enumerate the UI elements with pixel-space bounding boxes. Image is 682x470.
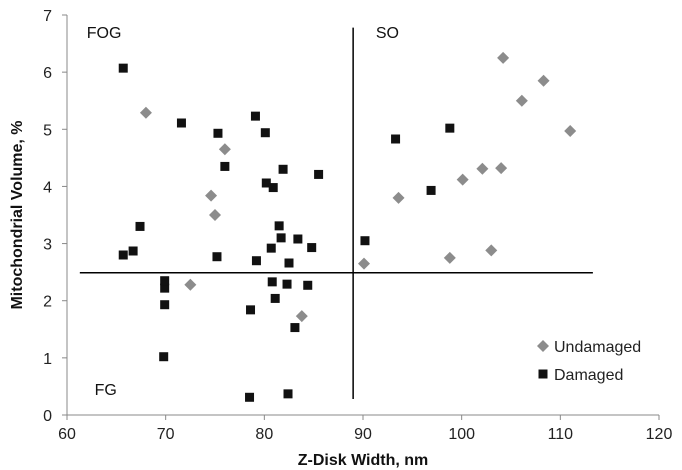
data-point-damaged bbox=[268, 183, 278, 193]
data-point-damaged bbox=[290, 323, 300, 333]
data-point-damaged bbox=[307, 243, 317, 253]
data-point-damaged bbox=[274, 221, 284, 231]
data-point-damaged bbox=[261, 178, 271, 188]
data-point-damaged bbox=[160, 276, 170, 286]
data-point-undamaged bbox=[476, 162, 489, 175]
x-tick-label: 90 bbox=[354, 426, 372, 443]
quadrant-label-fog: FOG bbox=[87, 25, 122, 42]
y-tick-label: 4 bbox=[43, 179, 52, 196]
y-tick-label: 0 bbox=[43, 408, 52, 425]
data-point-damaged bbox=[276, 233, 286, 243]
data-point-undamaged bbox=[495, 162, 508, 175]
data-point-undamaged bbox=[184, 278, 197, 291]
data-point-damaged bbox=[314, 169, 324, 179]
data-point-damaged bbox=[284, 258, 294, 268]
legend-item-undamaged: Undamaged bbox=[537, 339, 641, 356]
y-tick-label: 5 bbox=[43, 122, 52, 139]
data-point-damaged bbox=[213, 128, 223, 138]
x-axis-ticks: 60 70 80 90 100 110 120 bbox=[58, 415, 672, 443]
quadrant-dividers bbox=[79, 27, 593, 399]
y-tick-label: 2 bbox=[43, 294, 52, 311]
legend: Undamaged Damaged bbox=[537, 339, 641, 384]
data-point-damaged bbox=[220, 161, 230, 171]
quadrant-label-so: SO bbox=[376, 25, 399, 42]
data-point-undamaged bbox=[357, 257, 370, 270]
data-point-undamaged bbox=[218, 143, 231, 156]
legend-marker-undamaged-diamond bbox=[537, 340, 549, 352]
data-point-damaged bbox=[303, 280, 313, 290]
data-point-damaged bbox=[278, 164, 288, 174]
quadrant-labels: FOG SO FG bbox=[87, 25, 399, 399]
data-point-damaged bbox=[251, 256, 261, 266]
x-tick-label: 110 bbox=[548, 426, 574, 443]
x-tick-label: 100 bbox=[448, 426, 475, 443]
data-point-damaged bbox=[293, 234, 303, 244]
data-point-damaged bbox=[267, 277, 277, 287]
x-axis-title: Z-Disk Width, nm bbox=[298, 452, 429, 469]
data-point-undamaged bbox=[497, 51, 510, 64]
data-point-undamaged bbox=[515, 94, 528, 107]
data-point-damaged bbox=[282, 279, 292, 289]
y-tick-label: 7 bbox=[43, 8, 52, 25]
data-point-damaged bbox=[260, 128, 270, 138]
data-point-damaged bbox=[391, 134, 401, 144]
data-point-damaged bbox=[212, 252, 222, 262]
y-tick-label: 3 bbox=[43, 237, 52, 254]
data-point-damaged bbox=[445, 123, 455, 133]
data-point-damaged bbox=[118, 250, 128, 260]
data-point-damaged bbox=[160, 283, 170, 293]
data-point-damaged bbox=[160, 300, 170, 310]
data-point-damaged bbox=[246, 305, 256, 315]
data-point-damaged bbox=[270, 293, 280, 303]
data-point-damaged bbox=[176, 118, 186, 128]
data-point-damaged bbox=[245, 392, 255, 402]
x-tick-label: 70 bbox=[157, 426, 175, 443]
data-point-damaged bbox=[283, 389, 293, 399]
data-point-undamaged bbox=[443, 251, 456, 264]
y-axis-ticks: 0 1 2 3 4 5 6 7 bbox=[43, 8, 67, 425]
x-tick-label: 60 bbox=[58, 426, 76, 443]
data-point-damaged bbox=[360, 236, 370, 246]
data-point-undamaged bbox=[564, 125, 577, 137]
data-point-undamaged bbox=[456, 173, 469, 186]
y-tick-label: 1 bbox=[43, 351, 52, 368]
data-point-damaged bbox=[159, 352, 169, 362]
data-point-damaged bbox=[266, 243, 276, 253]
y-tick-label: 6 bbox=[43, 65, 52, 82]
data-points bbox=[118, 51, 577, 402]
data-point-undamaged bbox=[205, 189, 218, 202]
quadrant-label-fg: FG bbox=[95, 382, 117, 399]
x-tick-label: 80 bbox=[255, 426, 273, 443]
data-point-damaged bbox=[128, 246, 138, 256]
legend-marker-damaged-square bbox=[538, 369, 548, 379]
legend-item-damaged: Damaged bbox=[538, 367, 623, 384]
data-point-damaged bbox=[250, 111, 260, 121]
data-point-undamaged bbox=[295, 310, 308, 323]
legend-label-undamaged: Undamaged bbox=[554, 339, 641, 356]
legend-label-damaged: Damaged bbox=[554, 367, 623, 384]
axes: 60 70 80 90 100 110 120 0 1 2 3 4 5 6 7 bbox=[43, 8, 672, 443]
x-tick-label: 120 bbox=[646, 426, 673, 443]
data-point-damaged bbox=[135, 221, 145, 231]
y-axis-title: Mitochondrial Volume, % bbox=[9, 120, 26, 309]
data-point-undamaged bbox=[209, 209, 221, 221]
data-point-undamaged bbox=[537, 74, 550, 87]
data-point-damaged bbox=[118, 63, 128, 73]
data-point-damaged bbox=[426, 185, 436, 195]
data-point-undamaged bbox=[485, 244, 498, 257]
data-point-undamaged bbox=[392, 191, 405, 204]
data-point-undamaged bbox=[139, 106, 152, 119]
